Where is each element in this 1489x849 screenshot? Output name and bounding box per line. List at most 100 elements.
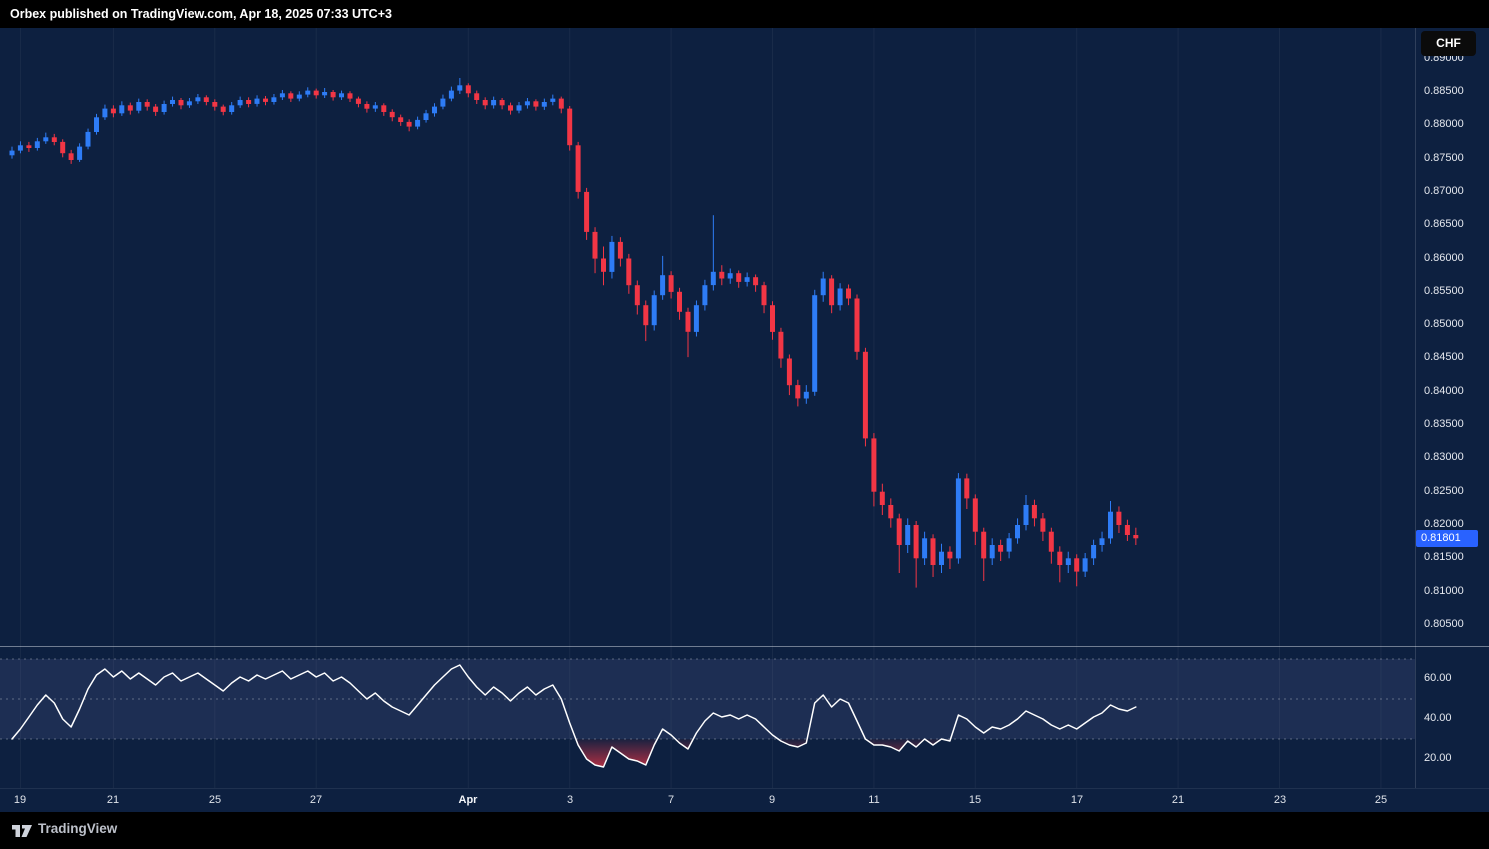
price-axis-label: 0.87500	[1424, 152, 1464, 164]
candle-body	[144, 102, 150, 107]
candle-body	[1116, 511, 1122, 525]
rsi-axis-label: 40.00	[1424, 712, 1452, 724]
candle-body	[77, 146, 83, 160]
candle-body	[846, 288, 851, 299]
candle-body	[550, 98, 556, 102]
candle-body	[94, 117, 99, 132]
candle-body	[161, 104, 167, 112]
candle-body	[220, 106, 226, 112]
candle-body	[592, 231, 598, 259]
rsi-pane[interactable]	[0, 647, 1415, 788]
candle-body	[753, 277, 759, 286]
rsi-axis-label: 20.00	[1424, 752, 1452, 764]
candle-body	[803, 391, 809, 399]
time-axis-label: 23	[1273, 794, 1287, 806]
candle-body	[271, 97, 277, 102]
candle-body	[229, 105, 235, 112]
candle-body	[567, 108, 573, 146]
candle-body	[1040, 518, 1046, 532]
candle-body	[1065, 558, 1071, 565]
candle-body	[871, 438, 877, 492]
candle-body	[693, 305, 699, 332]
candle-body	[372, 105, 378, 109]
candle-body	[516, 105, 522, 111]
candle-body	[26, 145, 32, 148]
time-axis-label: 11	[868, 794, 880, 806]
candle-body	[364, 104, 370, 109]
candle-body	[127, 105, 133, 111]
candle-body	[508, 105, 513, 111]
candle-body	[474, 93, 480, 100]
price-axis-label: 0.88500	[1424, 85, 1464, 97]
candle-body	[786, 358, 792, 386]
candle-body	[702, 285, 708, 306]
candle-body	[719, 271, 725, 279]
price-axis-label: 0.86500	[1424, 218, 1464, 230]
attribution-text: Orbex published on TradingView.com, Apr …	[10, 7, 392, 21]
time-axis-label: 9	[768, 794, 776, 806]
candle-body	[17, 145, 23, 151]
candle-body	[947, 551, 953, 559]
candle-body	[1133, 535, 1139, 539]
price-axis-label: 0.81000	[1424, 585, 1464, 597]
candle-body	[998, 545, 1004, 552]
candle-body	[1099, 538, 1105, 545]
candle-body	[575, 145, 581, 192]
candle-body	[330, 92, 336, 98]
price-axis-label: 0.88000	[1424, 118, 1464, 130]
candle-body	[153, 106, 159, 112]
pane-separator[interactable]	[0, 646, 1489, 647]
candle-body	[854, 298, 860, 352]
candle-body	[981, 531, 987, 559]
candle-body	[482, 100, 488, 106]
price-axis-label: 0.87000	[1424, 185, 1464, 197]
candle-body	[626, 258, 632, 286]
candle-body	[119, 105, 125, 114]
candle-body	[423, 113, 429, 120]
price-axis-label: 0.83500	[1424, 418, 1464, 430]
candle-body	[770, 305, 775, 332]
tradingview-logo-icon[interactable]	[12, 822, 33, 838]
candle-body	[406, 121, 412, 127]
price-axis-label: 0.80500	[1424, 618, 1464, 630]
candle-body	[820, 278, 826, 296]
candle-body	[1048, 531, 1054, 552]
candle-body	[558, 98, 564, 109]
time-axis-label: 19	[13, 794, 27, 806]
candle-body	[601, 258, 606, 272]
time-axis[interactable]: 19 21 25 27 Apr 3 7 9 11 15 17 21 23 25	[0, 788, 1489, 812]
candle-body	[203, 97, 209, 102]
candle-body	[296, 94, 302, 99]
candle-body	[736, 273, 742, 282]
candle-body	[170, 100, 175, 104]
candle-body	[322, 92, 328, 96]
candle-body	[313, 90, 319, 96]
candle-body	[1057, 551, 1063, 565]
price-axis[interactable]: CHF 0.81801 0.89000 0.88500 0.88000 0.87500…	[1415, 28, 1489, 788]
rsi-line	[11, 664, 1137, 768]
rsi-axis-label: 60.00	[1424, 672, 1452, 684]
time-axis-label: 3	[566, 794, 574, 806]
candle-body	[288, 93, 294, 99]
candle-body	[398, 117, 404, 122]
candle-body	[643, 305, 649, 326]
candle-body	[837, 288, 843, 306]
tradingview-wordmark[interactable]: TradingView	[38, 821, 118, 836]
candle-body	[896, 518, 902, 545]
price-axis-label: 0.84500	[1424, 351, 1464, 363]
price-axis-label: 0.83000	[1424, 451, 1464, 463]
candle-body	[347, 93, 353, 99]
rsi-band-fill	[0, 659, 1415, 739]
candle-body	[68, 153, 74, 160]
price-pane[interactable]	[0, 28, 1415, 647]
time-axis-label: 27	[309, 794, 323, 806]
candle-body	[237, 100, 243, 106]
candle-body	[85, 131, 91, 147]
candle-body	[939, 551, 944, 565]
candle-body	[457, 85, 463, 91]
candle-body	[51, 137, 57, 142]
candle-body	[1015, 525, 1020, 539]
currency-button[interactable]: CHF	[1421, 31, 1476, 56]
candle-body	[1006, 538, 1012, 552]
